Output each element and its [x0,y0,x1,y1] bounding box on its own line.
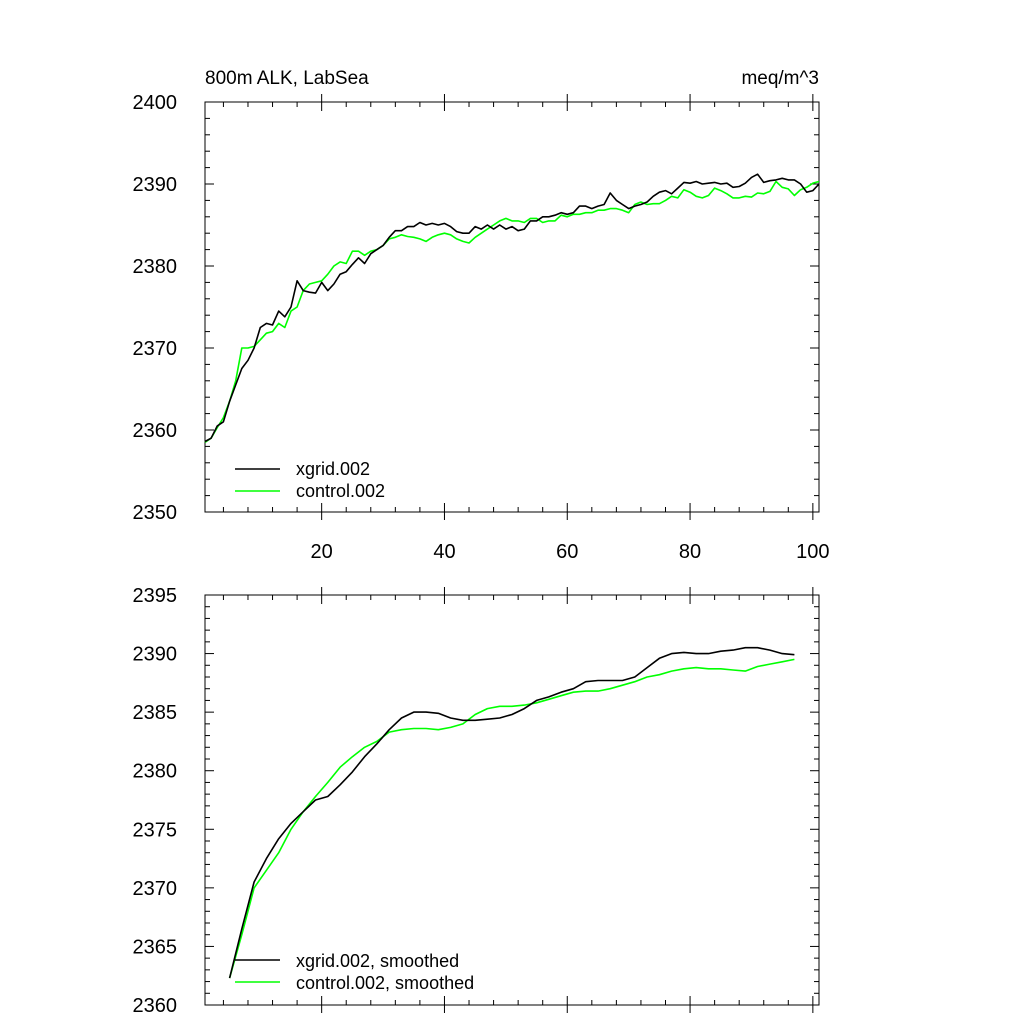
legend-label-xgrid: xgrid.002 [296,459,370,479]
y-tick-label: 2400 [133,92,178,114]
y-tick-label: 2370 [133,338,178,360]
x-tick-label: 20 [311,541,333,563]
y-tick-label: 2360 [133,995,178,1017]
bottom-series-lines [228,646,795,979]
y-tick-label: 2390 [133,644,178,666]
legend-label-control-smoothed: control.002, smoothed [296,973,474,993]
y-tick-label: 2380 [133,761,178,783]
y-tick-label: 2370 [133,878,178,900]
series-line-xgrid [228,646,795,979]
y-tick-label: 2365 [133,936,178,958]
y-tick-label: 2375 [133,819,178,841]
x-tick-label: 40 [433,541,455,563]
units-label: meq/m^3 [741,68,819,89]
chart-title: 800m ALK, LabSea [205,68,369,89]
legend-label-xgrid-smoothed: xgrid.002, smoothed [296,951,459,971]
series-line-control [228,658,795,979]
y-tick-label: 2360 [133,420,178,442]
x-tick-label: 60 [556,541,578,563]
bottom-legend: xgrid.002, smoothed control.002, smoothe… [235,951,474,993]
top-panel: 800m ALK, LabSea meq/m^3 2350 2360 2370 238… [133,68,830,563]
top-axis-ticks: 2350 2360 2370 2380 2390 2400 20 40 60 80 100 [133,92,830,563]
y-tick-label: 2390 [133,174,178,196]
bottom-plot-frame [204,594,820,1006]
series-line-control [204,180,820,443]
top-plot-frame [204,101,820,513]
series-line-xgrid [204,173,820,443]
x-tick-label: 80 [679,541,701,563]
x-tick-label: 100 [796,541,829,563]
y-tick-label: 2395 [133,585,178,607]
top-legend: xgrid.002 control.002 [235,459,385,501]
y-tick-label: 2385 [133,702,178,724]
y-tick-label: 2350 [133,502,178,524]
y-tick-label: 2380 [133,256,178,278]
bottom-axis-ticks: 2360 2365 2370 2375 2380 2385 2390 2395 [133,585,819,1017]
top-series-lines [204,173,820,443]
legend-label-control: control.002 [296,481,385,501]
bottom-panel: 2360 2365 2370 2375 2380 2385 2390 2395 xgrid.0… [133,585,820,1017]
